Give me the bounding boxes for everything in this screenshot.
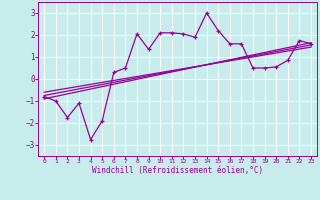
X-axis label: Windchill (Refroidissement éolien,°C): Windchill (Refroidissement éolien,°C) bbox=[92, 166, 263, 175]
